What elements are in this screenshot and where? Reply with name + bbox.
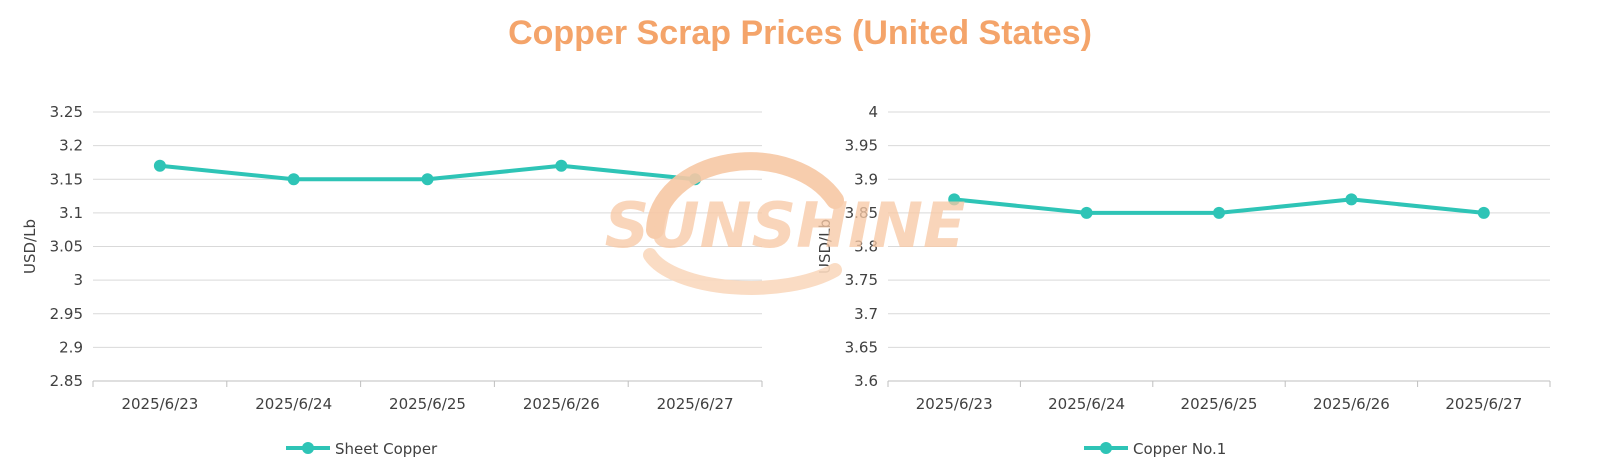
sunshine-watermark-logo: SUNSHINE	[605, 152, 966, 295]
y-tick-label: 3.2	[59, 137, 83, 155]
y-tick-label: 3.85	[845, 204, 878, 222]
x-tick-label: 2025/6/24	[1048, 395, 1125, 413]
y-tick-label: 2.85	[50, 372, 83, 390]
watermark-text: SUNSHINE	[605, 189, 966, 262]
data-point	[1213, 206, 1225, 219]
x-tick-label: 2025/6/23	[916, 395, 993, 413]
legend-label: Sheet Copper	[335, 440, 438, 458]
y-tick-label: 3.9	[854, 170, 878, 188]
y-axis-label: USD/Lb	[816, 219, 834, 274]
x-tick-label: 2025/6/27	[657, 395, 734, 413]
legend-marker	[302, 442, 314, 454]
y-tick-label: 3.15	[50, 170, 83, 188]
legend-marker	[1100, 442, 1112, 454]
data-point	[948, 193, 961, 206]
data-point	[1345, 193, 1358, 206]
chart-copper-no1: 4 3.95 3.9 3.85 3.8 3.75 3.7 3.65 3.6 2025/6/23 20…	[816, 103, 1551, 458]
y-tick-label: 3.65	[845, 338, 878, 356]
y-tick-label: 2.9	[59, 338, 83, 356]
data-point	[287, 173, 300, 186]
y-axis-label: USD/Lb	[21, 219, 39, 274]
data-point	[421, 173, 434, 186]
y-tick-label: 3.6	[854, 372, 878, 390]
x-tick-label: 2025/6/23	[121, 395, 198, 413]
x-tick-label: 2025/6/25	[1181, 395, 1258, 413]
y-tick-label: 3.8	[854, 238, 878, 256]
legend-label: Copper No.1	[1133, 440, 1226, 458]
y-tick-label: 3.25	[50, 103, 83, 121]
y-tick-label: 3.75	[845, 271, 878, 289]
y-tick-label: 3	[73, 271, 83, 289]
y-tick-label: 3.7	[854, 305, 878, 323]
chart-title: Copper Scrap Prices (United States)	[508, 14, 1092, 52]
y-tick-label: 3.95	[845, 137, 878, 155]
y-tick-label: 3.05	[50, 238, 83, 256]
chart-sheet-copper: 3.25 3.2 3.15 3.1 3.05 3 2.95 2.9 2.85 2025/6/23 2…	[21, 103, 763, 458]
x-tick-label: 2025/6/26	[523, 395, 600, 413]
x-tick-label: 2025/6/27	[1445, 395, 1522, 413]
x-tick-label: 2025/6/25	[389, 395, 466, 413]
x-tick-label: 2025/6/24	[255, 395, 332, 413]
x-tick-label: 2025/6/26	[1313, 395, 1390, 413]
y-tick-label: 3.1	[59, 204, 83, 222]
data-point	[1080, 206, 1093, 219]
y-tick-label: 2.95	[50, 305, 83, 323]
y-tick-label: 4	[868, 103, 878, 121]
data-point	[153, 159, 166, 172]
data-point	[555, 159, 568, 172]
data-point	[1477, 206, 1490, 219]
